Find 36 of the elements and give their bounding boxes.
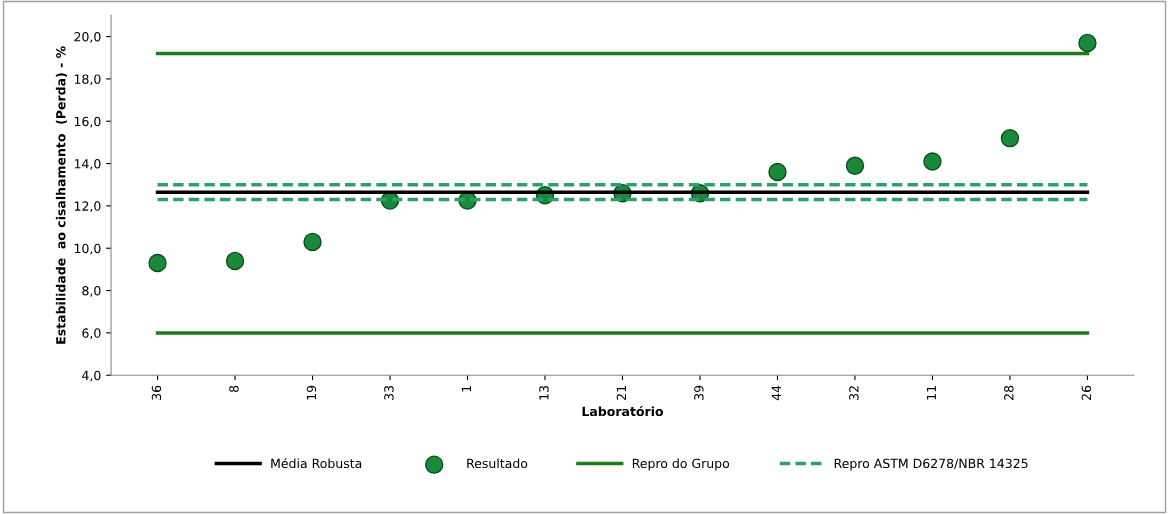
legend-label: Repro do Grupo [632,458,730,471]
point [148,253,167,273]
legend-label: Média Robusta [271,457,362,469]
point [1078,33,1097,53]
point [1000,128,1020,148]
x-tick-label: 39 [694,385,704,400]
point [225,251,245,271]
x-tick-label: 13 [539,385,549,400]
point [845,156,865,175]
y-tick-label: 16,0 [74,116,101,128]
point [923,152,942,171]
y-tick-label: 14,0 [74,159,101,170]
y-tick-label: 10,0 [74,243,101,255]
y-tick-label: 8,0 [82,286,101,297]
y-tick-label: 12,0 [74,201,101,213]
x-tick-label: 28 [1004,385,1014,400]
x-tick-label: 33 [384,385,394,400]
x-tick-label: 19 [306,385,317,400]
legend-label: Repro ASTM D6278/NBR 14325 [834,458,1028,471]
y-axis-title: Estabilidade ao cisalhamento (Perda) - % [55,46,67,344]
x-tick-label: 36 [151,385,162,400]
point [768,162,787,182]
x-tick-label: 26 [1081,385,1092,400]
x-tick-label: 8 [229,385,239,393]
point [303,232,322,252]
x-tick-label: 1 [461,386,471,392]
x-tick-label: 32 [849,386,859,400]
x-tick-label: 44 [771,385,781,401]
legend-label: Resultado [467,458,528,469]
y-tick-label: 4,0 [82,370,101,382]
x-tick-label: 21 [616,386,626,400]
y-tick-label: 6,0 [82,328,101,340]
x-axis-title: Laboratório [582,405,664,417]
y-tick-label: 18,0 [74,74,101,86]
y-tick-label: 20,0 [74,32,101,43]
x-tick-label: 11 [926,386,936,400]
